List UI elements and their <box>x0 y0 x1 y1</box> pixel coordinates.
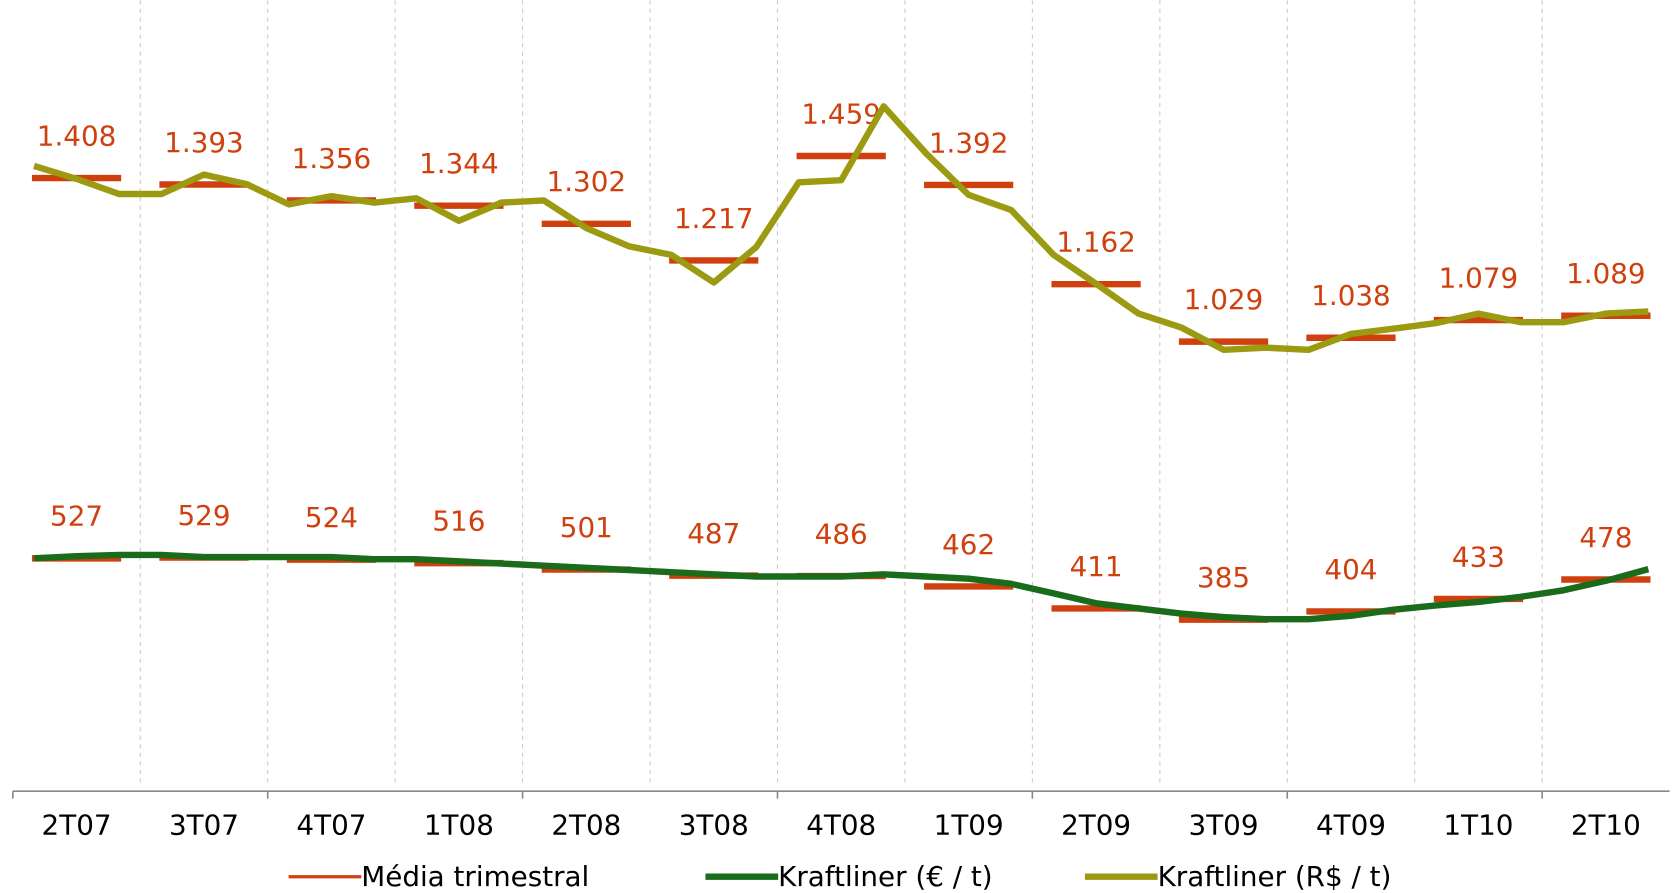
value-label: 1.393 <box>164 126 244 159</box>
value-label: 516 <box>432 504 485 537</box>
value-label: 1.408 <box>37 119 117 152</box>
value-label: 1.344 <box>419 147 499 180</box>
value-label: 411 <box>1070 550 1123 583</box>
value-label: 433 <box>1452 540 1505 573</box>
value-label: 527 <box>50 500 103 533</box>
x-tick-label: 2T09 <box>1061 808 1131 841</box>
x-tick-label: 1T08 <box>424 808 494 841</box>
x-tick-label: 3T09 <box>1189 808 1259 841</box>
value-label: 1.089 <box>1566 257 1646 290</box>
value-label: 524 <box>305 501 358 534</box>
x-tick-label: 2T08 <box>551 808 621 841</box>
line-series <box>33 103 1649 354</box>
value-label: 385 <box>1197 561 1250 594</box>
value-label: 1.459 <box>801 97 881 130</box>
x-tick-label: 3T08 <box>679 808 749 841</box>
value-label: 478 <box>1579 521 1632 554</box>
value-label: 1.217 <box>674 202 754 235</box>
x-tick-label: 1T09 <box>934 808 1004 841</box>
legend-label: Kraftliner (R$ / t) <box>1158 860 1392 893</box>
value-label: 1.302 <box>547 165 627 198</box>
legend-label: Kraftliner (€ / t) <box>778 860 993 893</box>
value-label: 1.079 <box>1439 261 1519 294</box>
legend-label: Média trimestral <box>361 860 589 893</box>
value-label: 1.392 <box>929 126 1009 159</box>
value-label: 1.029 <box>1184 283 1264 316</box>
value-label: 1.356 <box>292 142 372 175</box>
value-label: 1.162 <box>1056 226 1136 259</box>
x-tick-label: 4T07 <box>296 808 366 841</box>
value-label: 404 <box>1324 553 1377 586</box>
x-tick-label: 1T10 <box>1443 808 1513 841</box>
x-tick-label: 2T07 <box>42 808 112 841</box>
value-label: 487 <box>687 517 740 550</box>
value-label: 486 <box>815 517 868 550</box>
x-tick-label: 4T09 <box>1316 808 1386 841</box>
value-label: 1.038 <box>1311 279 1391 312</box>
value-label: 501 <box>560 511 613 544</box>
x-tick-label: 3T07 <box>169 808 239 841</box>
x-tick-label: 4T08 <box>806 808 876 841</box>
x-tick-label: 2T10 <box>1571 808 1641 841</box>
value-label: 529 <box>177 499 230 532</box>
line-series <box>33 551 1650 623</box>
value-label: 462 <box>942 528 995 561</box>
